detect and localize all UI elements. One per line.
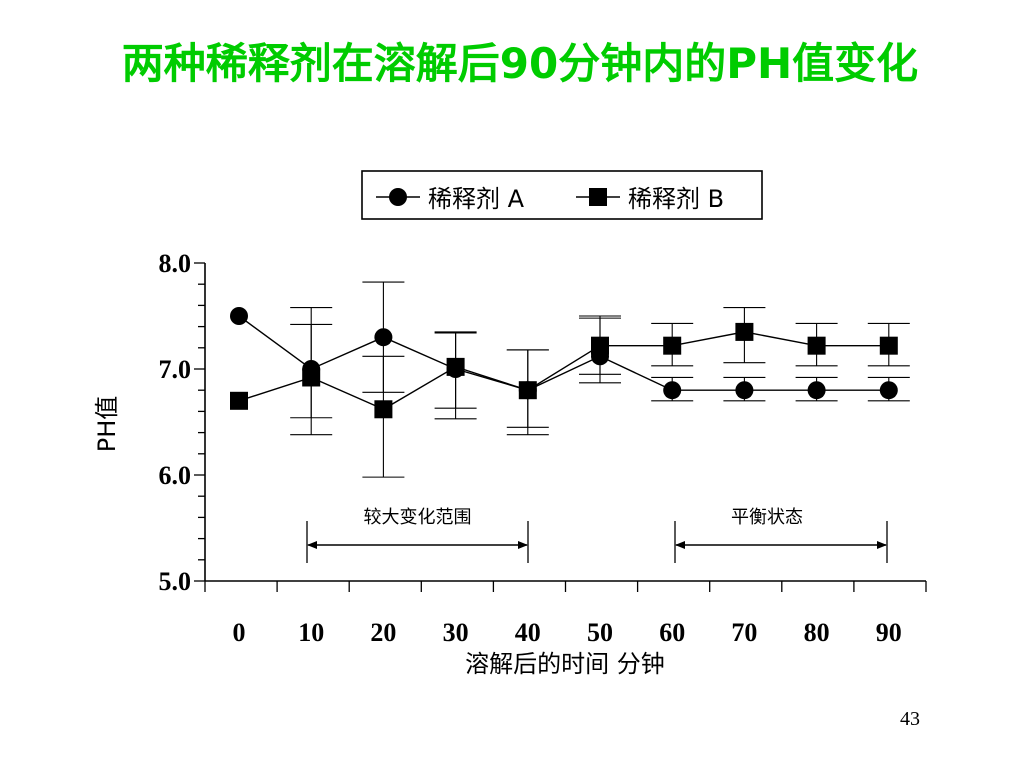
data-point-b (446, 357, 465, 376)
series-line-b (238, 331, 889, 411)
legend-box (361, 170, 763, 220)
y-axis-title: PH值 (93, 396, 121, 453)
x-tick-label: 40 (515, 618, 541, 647)
x-tick-label: 30 (443, 618, 469, 647)
x-tick-label: 90 (876, 618, 902, 647)
x-tick-label: 80 (804, 618, 830, 647)
x-axis-title: 溶解后的时间 分钟 (465, 650, 665, 678)
x-tick-label: 70 (731, 618, 757, 647)
y-tick-label: 6.0 (159, 461, 192, 490)
x-tick-label: 20 (370, 618, 396, 647)
data-point-b (663, 336, 682, 355)
data-point-b (374, 400, 393, 419)
annotation-label: 平衡状态 (731, 507, 803, 528)
x-tick-label: 50 (587, 618, 613, 647)
y-tick-label: 8.0 (159, 249, 192, 278)
legend-label-b: 稀释剂 B (628, 185, 724, 213)
series-line-a (238, 315, 889, 391)
data-point-b (879, 336, 898, 355)
slide-title: 两种稀释剂在溶解后90分钟内的PH值变化 (121, 39, 919, 88)
page-number: 43 (900, 708, 920, 730)
legend-label-a: 稀释剂 A (428, 185, 525, 213)
x-tick-label: 0 (233, 618, 246, 647)
y-tick-label: 7.0 (159, 355, 192, 384)
data-point-b (302, 368, 321, 387)
data-point-a (230, 307, 248, 325)
legend-marker-a (389, 188, 407, 206)
data-point-a (807, 381, 826, 400)
annotation-label: 较大变化范围 (364, 507, 472, 528)
data-point-b (591, 336, 609, 355)
x-tick-label: 10 (298, 618, 324, 647)
data-point-a (663, 381, 682, 400)
data-point-b (518, 381, 537, 400)
data-point-b (230, 391, 248, 410)
y-tick-label: 5.0 (159, 567, 192, 596)
data-point-b (735, 322, 754, 341)
data-point-a (879, 381, 898, 400)
legend-marker-b (589, 188, 607, 206)
data-point-a (374, 328, 393, 347)
data-point-a (735, 381, 754, 400)
data-point-b (807, 336, 826, 355)
x-tick-label: 60 (659, 618, 685, 647)
